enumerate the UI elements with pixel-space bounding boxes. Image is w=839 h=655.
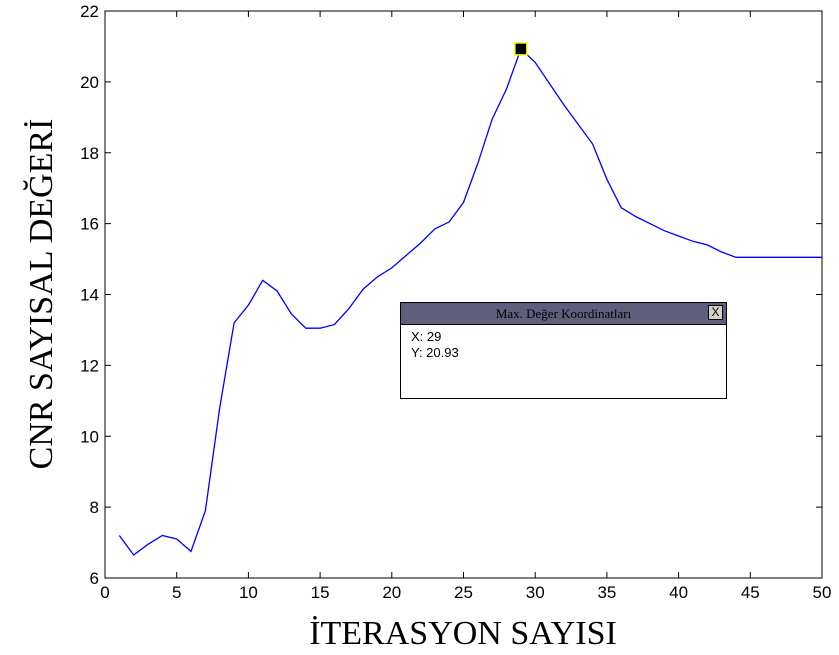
y-tick-label: 20 — [80, 73, 99, 92]
y-tick-label: 14 — [80, 286, 99, 305]
x-tick-label: 5 — [172, 583, 181, 602]
x-tick-label: 30 — [526, 583, 545, 602]
datatip-y-value: Y: 20.93 — [411, 345, 459, 360]
y-axis-title: CNR SAYISAL DEĞERİ — [23, 119, 60, 470]
x-tick-label: 40 — [669, 583, 688, 602]
max-point-marker[interactable] — [514, 42, 528, 56]
y-tick-label: 22 — [80, 2, 99, 21]
series-line — [118, 47, 822, 556]
datatip-box: Max. Değer Koordinatları X X: 29 Y: 20.9… — [400, 302, 727, 399]
datatip-header[interactable]: Max. Değer Koordinatları X — [401, 303, 726, 325]
y-tick-label: 12 — [80, 356, 99, 375]
x-tick-label: 0 — [100, 583, 109, 602]
x-tick-label: 25 — [454, 583, 473, 602]
x-tick-label: 45 — [741, 583, 760, 602]
y-tick-label: 8 — [90, 498, 99, 517]
y-tick-label: 10 — [80, 427, 99, 446]
series-layer — [118, 42, 822, 556]
x-axis-title: İTERASYON SAYISI — [309, 615, 617, 652]
datatip-x-value: X: 29 — [411, 329, 442, 344]
x-tick-label: 35 — [597, 583, 616, 602]
datatip-title: Max. Değer Koordinatları — [495, 306, 632, 321]
axis-ticks: 0 5 10 15 20 25 30 35 40 45 50 6 8 10 12 14 16 18 20 22 — [80, 2, 831, 602]
x-tick-label: 10 — [239, 583, 258, 602]
plot-area — [104, 10, 823, 579]
x-tick-label: 20 — [382, 583, 401, 602]
datatip-body: X: 29 Y: 20.93 — [401, 325, 726, 361]
close-button[interactable]: X — [708, 305, 723, 320]
y-tick-label: 18 — [80, 144, 99, 163]
x-tick-label: 15 — [311, 583, 330, 602]
y-tick-label: 16 — [80, 215, 99, 234]
x-tick-label: 50 — [813, 583, 832, 602]
y-tick-label: 6 — [90, 569, 99, 588]
